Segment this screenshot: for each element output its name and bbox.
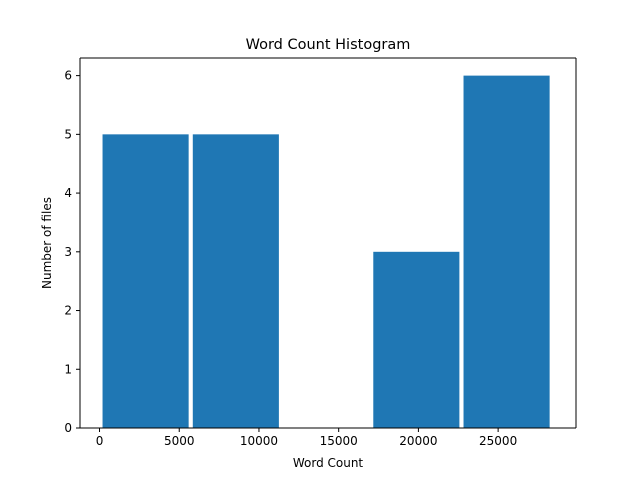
y-tick-label-1: 1 <box>64 362 72 376</box>
x-axis-ticks: 0 5000 10000 15000 20000 25000 <box>96 428 517 448</box>
y-tick-label-4: 4 <box>64 186 72 200</box>
histogram-bar-4 <box>463 75 550 428</box>
x-tick-label-5: 25000 <box>479 434 517 448</box>
histogram-bar-1 <box>192 134 279 428</box>
chart-title: Word Count Histogram <box>246 37 411 53</box>
y-tick-label-5: 5 <box>64 127 72 141</box>
y-tick-label-6: 6 <box>64 69 72 83</box>
x-tick-label-4: 20000 <box>399 434 437 448</box>
x-tick-label-0: 0 <box>96 434 104 448</box>
x-tick-label-2: 10000 <box>240 434 278 448</box>
y-axis-label: Number of files <box>40 197 54 289</box>
y-tick-label-2: 2 <box>64 304 72 318</box>
bars-group <box>102 75 550 428</box>
x-tick-label-3: 15000 <box>320 434 358 448</box>
y-tick-label-3: 3 <box>64 245 72 259</box>
y-tick-label-0: 0 <box>64 421 72 435</box>
x-tick-label-1: 5000 <box>164 434 195 448</box>
y-axis-ticks: 0 1 2 3 4 5 6 <box>64 69 80 435</box>
histogram-bar-3 <box>373 251 460 428</box>
x-axis-label: Word Count <box>293 456 364 470</box>
histogram-bar-0 <box>102 134 189 428</box>
